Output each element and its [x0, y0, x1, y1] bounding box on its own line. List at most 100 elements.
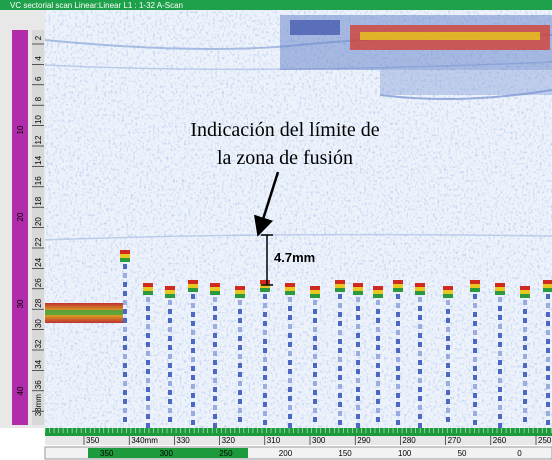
echo-dash	[376, 399, 380, 404]
echo-dash	[168, 399, 172, 404]
echo-dash	[446, 363, 450, 368]
echo-dash	[146, 342, 150, 347]
echo-cap	[415, 287, 425, 291]
echo-dash	[446, 399, 450, 404]
echo-dash	[396, 384, 400, 389]
echo-dash	[523, 372, 527, 377]
echo-dash	[288, 324, 292, 329]
echo-dash	[191, 375, 195, 380]
echo-dash	[338, 321, 342, 326]
echo-dash	[288, 360, 292, 365]
echo-dash	[288, 351, 292, 356]
echo-cap	[260, 288, 270, 292]
echo-dash	[356, 360, 360, 365]
echo-dash	[213, 369, 217, 374]
echo-dash	[546, 348, 550, 353]
echo-dash	[146, 423, 150, 428]
echo-dash	[213, 315, 217, 320]
echo-dash	[473, 294, 477, 299]
echo-cap	[210, 283, 220, 287]
echo-dash	[263, 420, 267, 425]
echo-dash	[396, 357, 400, 362]
echo-dash	[446, 336, 450, 341]
echo-cap	[285, 291, 295, 295]
ruler-label: 300	[312, 436, 326, 445]
echo-dash	[313, 390, 317, 395]
echo-dash	[238, 345, 242, 350]
echo-dash	[338, 420, 342, 425]
echo-dash	[356, 396, 360, 401]
echo-dash	[446, 381, 450, 386]
echo-dash	[238, 381, 242, 386]
echo-dash	[313, 300, 317, 305]
echo-cap	[495, 283, 505, 287]
echo-dash	[473, 339, 477, 344]
echo-dash	[546, 375, 550, 380]
echo-dash	[356, 315, 360, 320]
echo-dash	[376, 372, 380, 377]
echo-dash	[376, 345, 380, 350]
echo-dash	[546, 303, 550, 308]
echo-dash	[191, 312, 195, 317]
echo-dash	[263, 312, 267, 317]
echo-dash	[288, 387, 292, 392]
echo-dash	[498, 378, 502, 383]
echo-dash	[313, 399, 317, 404]
echo-dash	[396, 330, 400, 335]
echo-dash	[396, 294, 400, 299]
echo-dash	[376, 363, 380, 368]
ruler-label: 310	[267, 436, 281, 445]
echo-dash	[238, 318, 242, 323]
echo-dash	[473, 420, 477, 425]
echo-cap	[143, 287, 153, 291]
echo-cap	[210, 291, 220, 295]
echo-dash	[238, 372, 242, 377]
echo-dash	[498, 414, 502, 419]
echo-cap	[285, 287, 295, 291]
echo-dash	[473, 411, 477, 416]
ruler-label: 2	[34, 35, 43, 40]
echo-dash	[213, 387, 217, 392]
echo-dash	[213, 396, 217, 401]
echo-dash	[523, 354, 527, 359]
echo-dash	[356, 405, 360, 410]
echo-dash	[288, 423, 292, 428]
echo-cap	[543, 280, 552, 284]
echo-dash	[146, 297, 150, 302]
echo-dash	[376, 300, 380, 305]
echo-cap	[520, 286, 530, 290]
echo-dash	[356, 324, 360, 329]
echo-dash	[546, 402, 550, 407]
depth-label: 40	[16, 386, 25, 395]
echo-dash	[446, 309, 450, 314]
echo-cap	[143, 291, 153, 295]
echo-dash	[418, 396, 422, 401]
echo-dash	[191, 384, 195, 389]
echo-dash	[356, 414, 360, 419]
echo-dash	[446, 408, 450, 413]
echo-dash	[396, 375, 400, 380]
echo-dash	[123, 318, 127, 323]
echo-dash	[123, 399, 127, 404]
echo-dash	[191, 411, 195, 416]
echo-dash	[498, 324, 502, 329]
echo-dash	[376, 336, 380, 341]
echo-cap	[188, 284, 198, 288]
echo-dash	[213, 342, 217, 347]
echo-dash	[523, 390, 527, 395]
echo-dash	[123, 372, 127, 377]
ruler-label: 30	[34, 319, 43, 328]
echo-dash	[498, 405, 502, 410]
echo-dash	[191, 366, 195, 371]
echo-dash	[168, 381, 172, 386]
echo-dash	[546, 312, 550, 317]
echo-dash	[498, 342, 502, 347]
echo-cap	[353, 287, 363, 291]
scrollbar-label: 50	[458, 449, 467, 458]
scrollbar-label: 0	[517, 449, 522, 458]
echo-dash	[418, 405, 422, 410]
scan-window: VC sectorial scan Linear:Linear L1 : 1-3…	[0, 0, 552, 460]
echo-dash	[168, 354, 172, 359]
echo-cap	[235, 294, 245, 298]
echo-dash	[313, 372, 317, 377]
